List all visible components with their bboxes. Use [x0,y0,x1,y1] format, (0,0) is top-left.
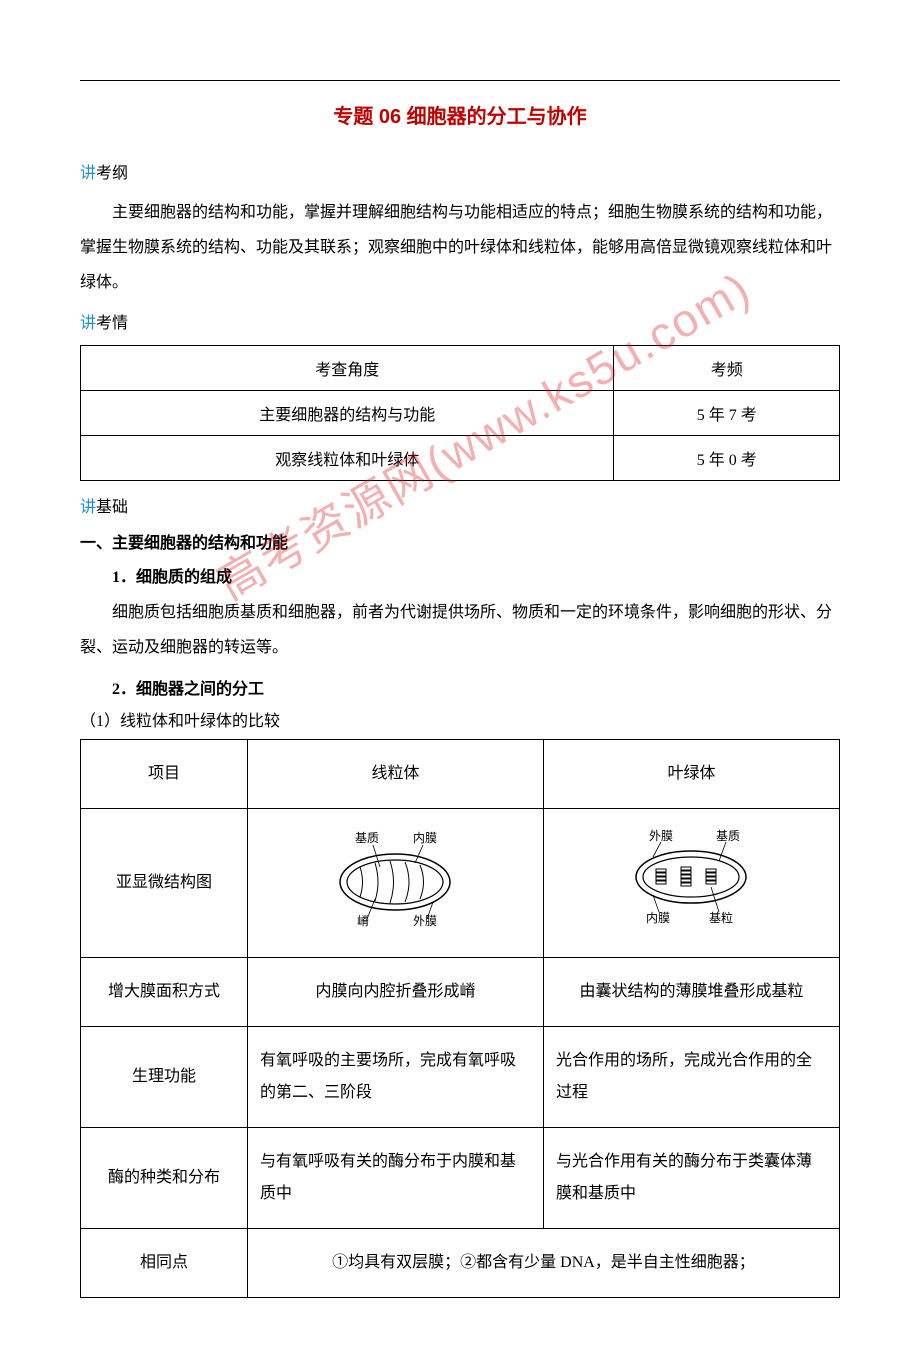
table-row: 相同点 ①均具有双层膜；②都含有少量 DNA，是半自主性细胞器； [81,1228,840,1297]
page-title: 专题 06 细胞器的分工与协作 [80,100,840,129]
label-ji: 嵴 [357,914,369,927]
table-row: 生理功能 有氧呼吸的主要场所，完成有氧呼吸的第二、三阶段 光合作用的场所，完成光… [81,1026,840,1127]
heading-division: 2．细胞器之间的分工 [80,675,840,699]
section-kaoqing-label: 讲考情 [80,309,840,333]
freq-header-freq: 考频 [614,345,840,390]
frequency-table: 考查角度 考频 主要细胞器的结构与功能 5 年 7 考 观察线粒体和叶绿体 5 … [80,345,840,481]
jiang-prefix: 讲 [80,499,96,516]
label-neimo: 内膜 [413,831,437,845]
label-jizhi: 基质 [355,831,379,845]
heading-cytoplasm: 1．细胞质的组成 [80,563,840,587]
freq-cell: 5 年 0 考 [614,435,840,480]
label-waimo: 外膜 [649,829,673,843]
row-func-label: 生理功能 [81,1026,248,1127]
top-rule [80,80,840,81]
row-membrane-chloro: 由囊状结构的薄膜堆叠形成基粒 [543,957,839,1026]
mito-diagram-cell: 基质 内膜 嵴 外膜 [247,808,543,957]
section-jichu-label: 讲基础 [80,493,840,517]
row-same-text: ①均具有双层膜；②都含有少量 DNA，是半自主性细胞器； [247,1228,839,1297]
label-rest: 基础 [96,499,128,516]
table-row: 酶的种类和分布 与有氧呼吸有关的酶分布于内膜和基质中 与光合作用有关的酶分布于类… [81,1127,840,1228]
mitochondrion-diagram: 基质 内膜 嵴 外膜 [305,827,485,927]
label-jizhi: 基质 [716,829,740,843]
chloro-diagram-cell: 外膜 基质 内膜 基粒 [543,808,839,957]
row-membrane-mito: 内膜向内腔折叠形成嵴 [247,957,543,1026]
kaogang-paragraph: 主要细胞器的结构和功能，掌握并理解细胞结构与功能相适应的特点；细胞生物膜系统的结… [80,195,840,301]
chloroplast-diagram: 外膜 基质 内膜 基粒 [601,827,781,927]
section-kaogang-label: 讲考纲 [80,159,840,183]
label-waimo: 外膜 [413,914,437,927]
compare-header-mito: 线粒体 [247,739,543,808]
jiang-prefix: 讲 [80,315,96,332]
freq-header-angle: 考查角度 [81,345,614,390]
compare-header-item: 项目 [81,739,248,808]
freq-cell: 观察线粒体和叶绿体 [81,435,614,480]
label-rest: 考情 [96,315,128,332]
row-func-chloro: 光合作用的场所，完成光合作用的全过程 [543,1026,839,1127]
compare-header-chloro: 叶绿体 [543,739,839,808]
subheading-compare: （1）线粒体和叶绿体的比较 [80,707,840,731]
compare-table: 项目 线粒体 叶绿体 亚显微结构图 基质 内膜 嵴 外膜 [80,739,840,1298]
label-neimo: 内膜 [646,911,670,925]
table-row: 考查角度 考频 [81,345,840,390]
jiang-prefix: 讲 [80,165,96,182]
freq-cell: 主要细胞器的结构与功能 [81,390,614,435]
row-membrane-label: 增大膜面积方式 [81,957,248,1026]
heading-main-organelles: 一、主要细胞器的结构和功能 [80,529,840,553]
row-func-mito: 有氧呼吸的主要场所，完成有氧呼吸的第二、三阶段 [247,1026,543,1127]
label-rest: 考纲 [96,165,128,182]
table-row: 主要细胞器的结构与功能 5 年 7 考 [81,390,840,435]
row-enzyme-label: 酶的种类和分布 [81,1127,248,1228]
table-row: 观察线粒体和叶绿体 5 年 0 考 [81,435,840,480]
table-row: 亚显微结构图 基质 内膜 嵴 外膜 [81,808,840,957]
table-row: 增大膜面积方式 内膜向内腔折叠形成嵴 由囊状结构的薄膜堆叠形成基粒 [81,957,840,1026]
row-same-label: 相同点 [81,1228,248,1297]
freq-cell: 5 年 7 考 [614,390,840,435]
row-struct-label: 亚显微结构图 [81,808,248,957]
cytoplasm-paragraph: 细胞质包括细胞质基质和细胞器，前者为代谢提供场所、物质和一定的环境条件，影响细胞… [80,595,840,665]
label-jili: 基粒 [709,910,733,925]
row-enzyme-mito: 与有氧呼吸有关的酶分布于内膜和基质中 [247,1127,543,1228]
row-enzyme-chloro: 与光合作用有关的酶分布于类囊体薄膜和基质中 [543,1127,839,1228]
table-row: 项目 线粒体 叶绿体 [81,739,840,808]
